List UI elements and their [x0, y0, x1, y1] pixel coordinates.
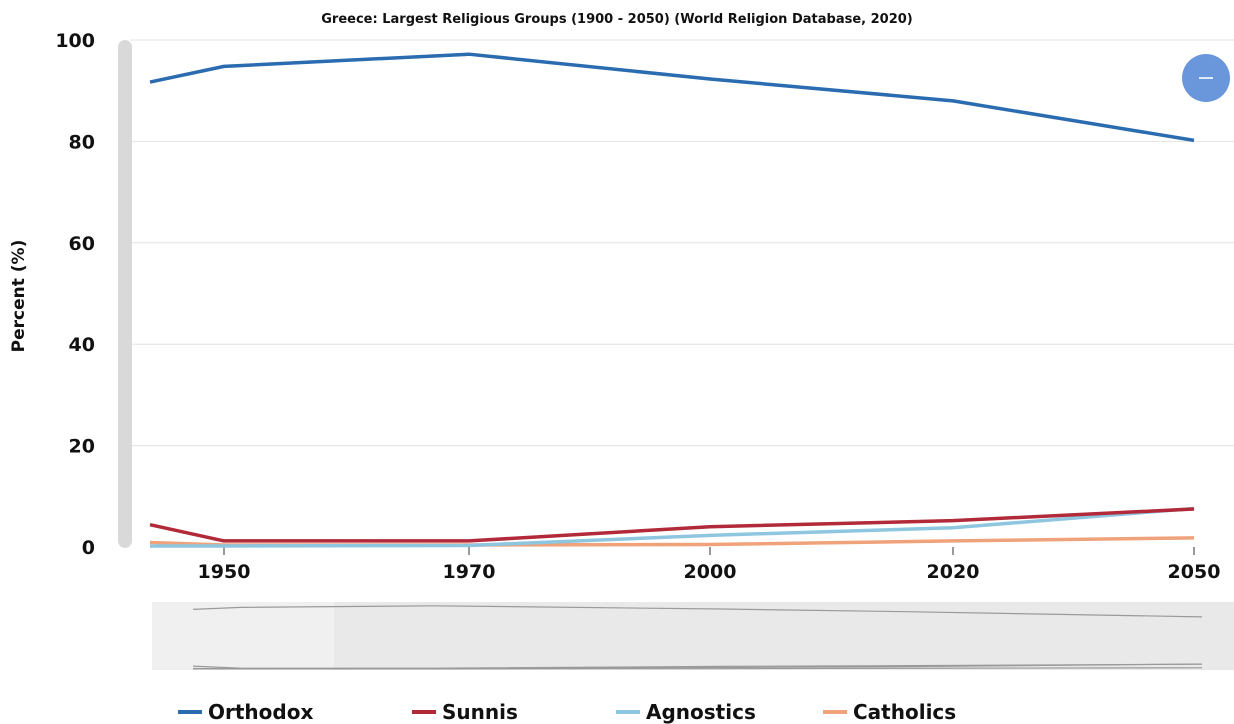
x-tick-label: 1970 [443, 561, 496, 583]
x-tick-label: 1950 [198, 561, 251, 583]
legend-item-catholics[interactable]: Catholics [823, 700, 956, 724]
legend-label: Sunnis [442, 700, 518, 724]
series-line-orthodox[interactable] [149, 52, 1195, 143]
y-tick-label: 0 [82, 537, 95, 559]
navigator-line-catholics [192, 667, 1203, 670]
legend: Orthodox Sunnis Agnostics Catholics [178, 700, 956, 724]
series-line-sunnis[interactable] [149, 507, 1195, 543]
legend-item-agnostics[interactable]: Agnostics [616, 700, 756, 724]
vertical-scrollbar[interactable] [118, 40, 132, 548]
y-tick-label: 100 [55, 30, 95, 52]
series-line-agnostics[interactable] [150, 506, 1195, 548]
x-axis-ticks: 1950 1970 2000 2020 2050 [198, 547, 1221, 583]
range-navigator[interactable] [152, 602, 1234, 670]
y-tick-label: 40 [69, 334, 95, 356]
legend-label: Agnostics [646, 700, 756, 724]
y-tick-label: 20 [69, 436, 95, 458]
y-tick-label: 60 [69, 233, 95, 255]
navigator-line-orthodox [192, 605, 1203, 618]
grid-lines [130, 39, 1234, 447]
navigator-selected-range[interactable] [334, 602, 1234, 670]
legend-item-orthodox[interactable]: Orthodox [178, 700, 313, 724]
x-tick-label: 2020 [927, 561, 980, 583]
legend-label: Catholics [853, 700, 956, 724]
navigator-lines [192, 605, 1203, 670]
legend-label: Orthodox [208, 700, 313, 724]
y-axis-ticks: 0 20 40 60 80 100 [55, 30, 95, 559]
series-lines [149, 52, 1195, 548]
y-axis-label: Percent (%) [9, 240, 29, 353]
navigator-line-sunnis [192, 663, 1203, 669]
zoom-out-button[interactable] [1182, 54, 1230, 102]
y-tick-label: 80 [69, 131, 95, 153]
chart-title: Greece: Largest Religious Groups (1900 -… [321, 12, 912, 27]
legend-item-sunnis[interactable]: Sunnis [412, 700, 518, 724]
x-tick-label: 2000 [684, 561, 737, 583]
x-tick-label: 2050 [1168, 561, 1221, 583]
